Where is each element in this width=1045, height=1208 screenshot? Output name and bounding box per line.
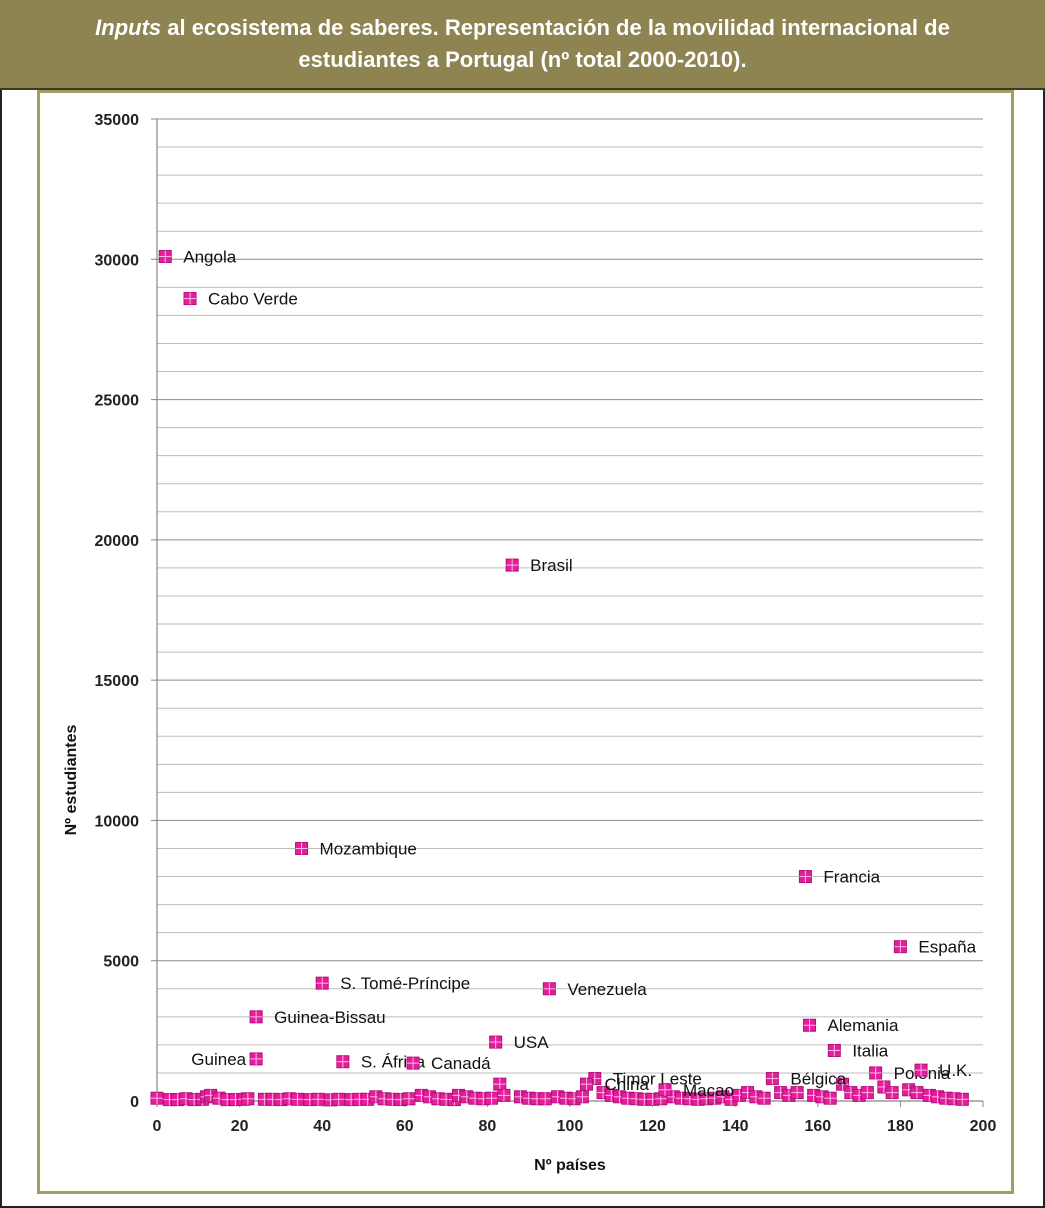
gridlines: [157, 118, 983, 1074]
y-tick-label: 20000: [95, 533, 140, 550]
y-tick-label: 5000: [103, 954, 139, 971]
data-point: [311, 1092, 325, 1106]
labeled-points: Angola Cabo Verde Brasil Mozambique Francia E…: [158, 247, 977, 1100]
data-label: Guinea-Bissau: [274, 1008, 386, 1027]
data-point: [955, 1092, 969, 1106]
data-point: [485, 1091, 499, 1105]
data-point-labeled: [249, 1052, 263, 1066]
data-point: [575, 1090, 589, 1104]
title-line-1-rest: al ecosistema de saberes. Representación…: [161, 15, 950, 40]
data-point: [860, 1086, 874, 1100]
data-point: [402, 1092, 416, 1106]
data-point-labeled: [580, 1077, 594, 1091]
x-tick-label: 140: [722, 1118, 749, 1135]
data-label: Macao: [683, 1081, 734, 1100]
data-label: Cabo Verde: [208, 290, 298, 309]
data-point-labeled: [183, 292, 197, 306]
data-label: Italia: [852, 1041, 888, 1060]
x-tick-label: 180: [887, 1118, 914, 1135]
chart-box: [37, 90, 1014, 1194]
x-tick-label: 80: [479, 1118, 497, 1135]
data-label: Angola: [183, 247, 236, 266]
data-point-labeled: [798, 870, 812, 884]
data-point-labeled: [914, 1063, 928, 1077]
x-tick-label: 100: [557, 1118, 584, 1135]
data-label: Guinea: [191, 1050, 246, 1069]
data-point: [910, 1086, 924, 1100]
title-italic: Inputs: [95, 15, 162, 40]
title-line-1: Inputs al ecosistema de saberes. Represe…: [0, 12, 1045, 44]
data-label: USA: [514, 1033, 550, 1052]
y-tick-label: 15000: [95, 673, 140, 690]
x-tick-label: 20: [231, 1118, 249, 1135]
x-tick-label: 200: [970, 1118, 997, 1135]
y-tick-label: 35000: [95, 112, 140, 129]
unlabeled-points: [150, 1077, 969, 1107]
data-point: [150, 1091, 164, 1105]
data-label: Mozambique: [320, 839, 417, 858]
x-axis-title: Nº países: [534, 1157, 606, 1174]
x-tick-label: 0: [153, 1118, 162, 1135]
x-tick-label: 60: [396, 1118, 414, 1135]
data-point: [497, 1088, 511, 1102]
data-label: Timor Leste: [613, 1070, 702, 1089]
data-point-labeled: [803, 1018, 817, 1032]
data-label: Francia: [823, 868, 880, 887]
x-tick-label: 120: [639, 1118, 666, 1135]
data-point-labeled: [542, 982, 556, 996]
y-tick-label: 10000: [95, 813, 140, 830]
data-point-labeled: [295, 841, 309, 855]
data-point: [757, 1091, 771, 1105]
data-label: U.K.: [939, 1061, 972, 1080]
data-point-labeled: [336, 1055, 350, 1069]
data-point-labeled: [158, 249, 172, 263]
data-label: Canadá: [431, 1054, 491, 1073]
data-label: Brasil: [530, 556, 573, 575]
data-point-labeled: [406, 1056, 420, 1070]
y-tick-label: 30000: [95, 252, 140, 269]
data-point: [790, 1086, 804, 1100]
data-label: S. Tomé-Príncipe: [340, 974, 470, 993]
data-label: Venezuela: [567, 980, 647, 999]
data-point: [538, 1092, 552, 1106]
data-point: [290, 1092, 304, 1106]
data-point: [493, 1077, 507, 1091]
data-point: [241, 1092, 255, 1106]
data-point-labeled: [765, 1072, 779, 1086]
title-line-2: estudiantes a Portugal (nº total 2000-20…: [298, 47, 747, 72]
data-label: Alemania: [828, 1016, 899, 1035]
data-label: España: [918, 938, 976, 957]
x-tick-label: 40: [313, 1118, 331, 1135]
data-point-labeled: [893, 940, 907, 954]
data-point: [823, 1091, 837, 1105]
data-point-labeled: [505, 558, 519, 572]
data-point: [332, 1092, 346, 1106]
data-point-labeled: [315, 976, 329, 990]
data-point-labeled: [869, 1066, 883, 1080]
y-tick-label: 25000: [95, 393, 140, 410]
y-axis-title: Nº estudiantes: [63, 725, 80, 836]
data-label: Bélgica: [790, 1070, 846, 1089]
data-point-labeled: [489, 1035, 503, 1049]
data-label: China: [605, 1075, 650, 1094]
y-tick-label: 0: [130, 1094, 139, 1111]
x-tick-label: 160: [804, 1118, 831, 1135]
data-point-labeled: [827, 1043, 841, 1057]
data-point-labeled: [658, 1083, 672, 1097]
figure-header: Inputs al ecosistema de saberes. Represe…: [0, 0, 1045, 90]
data-point-labeled: [249, 1010, 263, 1024]
data-point: [885, 1086, 899, 1100]
